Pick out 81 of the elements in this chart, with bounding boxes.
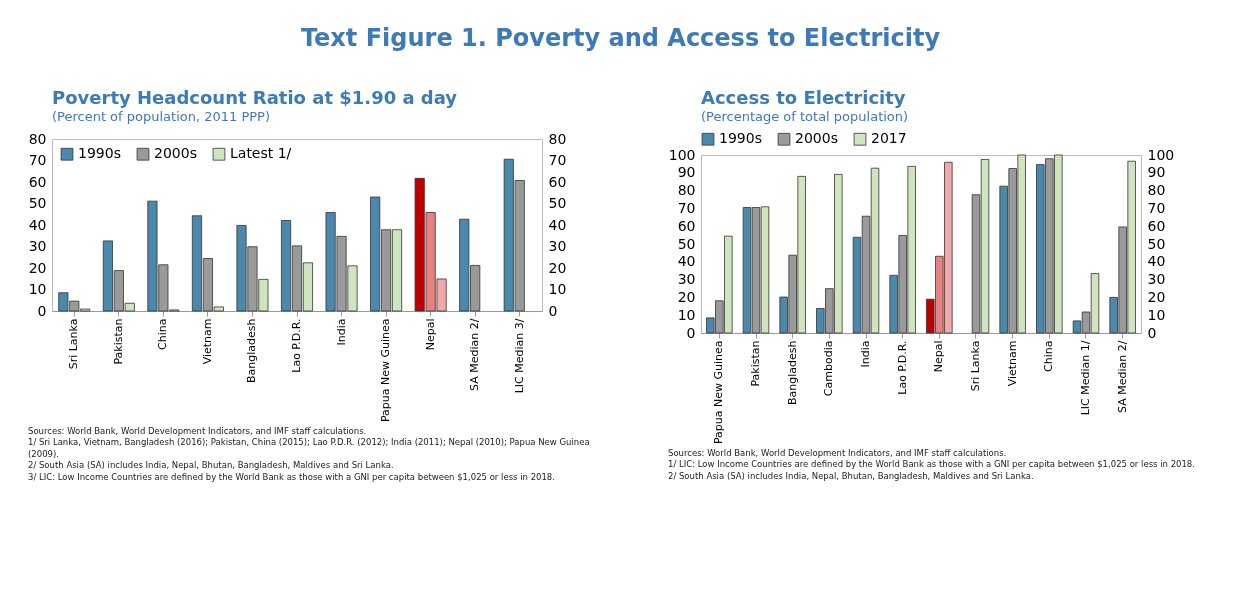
- x-tick-label: Nepal: [423, 318, 437, 351]
- x-tick-label: Cambodia: [822, 340, 836, 397]
- y-tick-label: 0: [686, 324, 696, 341]
- y-tick-label: 40: [28, 216, 47, 233]
- x-tick-label: China: [1042, 340, 1056, 372]
- y2-tick-label: 50: [548, 195, 567, 211]
- chart-title: Poverty Headcount Ratio at $1.90 a day: [52, 87, 458, 108]
- legend-label: 2000s: [154, 145, 197, 162]
- x-tick-label: LIC Median 1/: [1079, 340, 1092, 416]
- source-note: Sources: World Bank, World Development Indicators, and IMF staff calculations.: [28, 426, 368, 438]
- chart-subtitle: (Percent of population, 2011 PPP): [52, 109, 271, 124]
- text: 3/ LIC: Low Income Countries are defined by the World Bank as those with a GNI per capita between $1,025 or less in 2018.: [28, 471, 556, 484]
- y2-tick-label: 30: [1147, 271, 1166, 288]
- y-tick-label: 90: [677, 164, 696, 181]
- y2-tick-label: 50: [1147, 235, 1166, 252]
- y2-tick-label: 20: [548, 259, 567, 276]
- y-tick-label: 60: [677, 217, 696, 234]
- y2-tick-label: 20: [1147, 288, 1166, 305]
- text: 1/ Sri Lanka, Vietnam, Bangladesh (2016); Pakistan, China (2015); Lao P.D.R. (2012); India (2011); Nepal (2010); Papua New Guinea (2009).: [28, 437, 591, 461]
- x-tick-label: LIC Median 3/: [512, 318, 526, 394]
- x-tick-label: Sri Lanka: [67, 318, 81, 370]
- y-tick-label: 50: [677, 235, 696, 252]
- y-tick-label: 100: [668, 146, 696, 163]
- y-tick-label: 10: [677, 306, 696, 323]
- y-tick-label: 30: [28, 238, 47, 254]
- y-tick-label: 70: [28, 152, 47, 168]
- y2-tick-label: 0: [1147, 324, 1157, 341]
- x-tick-label: SA Median 2/: [468, 318, 482, 391]
- y2-tick-label: 10: [548, 281, 567, 297]
- y-tick-label: 0: [37, 302, 47, 319]
- y2-tick-label: 70: [548, 152, 567, 168]
- y2-tick-label: 0: [548, 302, 558, 319]
- y2-tick-label: 10: [1147, 306, 1166, 323]
- y-tick-label: 70: [677, 199, 696, 216]
- text: 1/ LIC: Low Income Countries are defined by the World Bank as those with a GNI per capita between $1,025 or less in 2018.: [668, 459, 1196, 471]
- y2-tick-label: 60: [548, 173, 567, 190]
- x-tick-label: India: [859, 340, 872, 368]
- y-tick-label: 50: [28, 195, 47, 211]
- x-tick-label: Papua New Guinea: [379, 318, 393, 423]
- chart-title: Access to Electricity: [701, 87, 906, 108]
- y2-tick-label: 70: [1147, 199, 1166, 216]
- x-tick-label: Vietnam: [1005, 340, 1019, 387]
- y-tick-label: 80: [28, 130, 47, 147]
- text: Text Figure 1. Poverty and Access to Electricity: [299, 23, 942, 54]
- x-tick-label: Lao P.D.R.: [290, 318, 303, 373]
- legend-label: 2017: [871, 130, 907, 147]
- y2-tick-label: 60: [1147, 217, 1166, 234]
- y-tick-label: 80: [677, 182, 696, 199]
- legend-label: 1990s: [719, 130, 762, 147]
- y2-tick-label: 40: [1147, 253, 1166, 270]
- text: 2/ South Asia (SA) includes India, Nepal, Bhutan, Bangladesh, Maldives and Sri Lanka.: [28, 460, 395, 472]
- legend-label: Latest 1/: [230, 145, 292, 162]
- x-tick-label: India: [334, 318, 348, 346]
- y-tick-label: 40: [677, 253, 696, 270]
- y-tick-label: 30: [677, 271, 696, 288]
- x-tick-label: SA Median 2/: [1115, 340, 1129, 413]
- x-tick-label: Papua New Guinea: [712, 340, 726, 445]
- x-tick-label: Bangladesh: [245, 318, 259, 383]
- chart-subtitle: (Percentage of total population): [701, 109, 909, 124]
- x-tick-label: Pakistan: [749, 340, 762, 387]
- y-tick-label: 10: [28, 281, 47, 297]
- x-tick-label: Bangladesh: [785, 340, 799, 405]
- x-tick-label: Sri Lanka: [969, 340, 982, 392]
- y-tick-label: 20: [28, 259, 47, 276]
- y2-tick-label: 80: [548, 130, 567, 147]
- legend-label: 1990s: [78, 145, 121, 162]
- y-tick-label: 20: [677, 288, 696, 305]
- x-tick-label: Pakistan: [111, 318, 125, 365]
- y2-tick-label: 40: [548, 216, 567, 233]
- y2-tick-label: 100: [1147, 146, 1175, 163]
- text: 2/ South Asia (SA) includes India, Nepal, Bhutan, Bangladesh, Maldives and Sri Lanka.: [668, 470, 1035, 483]
- y2-tick-label: 90: [1147, 164, 1166, 181]
- y-tick-label: 60: [28, 173, 47, 190]
- y2-tick-label: 30: [548, 238, 567, 254]
- y2-tick-label: 80: [1147, 182, 1166, 199]
- x-tick-label: Vietnam: [200, 318, 214, 365]
- x-tick-label: Lao P.D.R.: [895, 340, 909, 395]
- legend-label: 2000s: [795, 130, 838, 147]
- source-note: Sources: World Bank, World Development Indicators, and IMF staff calculations.: [668, 448, 1008, 460]
- x-tick-label: Nepal: [932, 340, 946, 373]
- x-tick-label: China: [156, 318, 170, 350]
